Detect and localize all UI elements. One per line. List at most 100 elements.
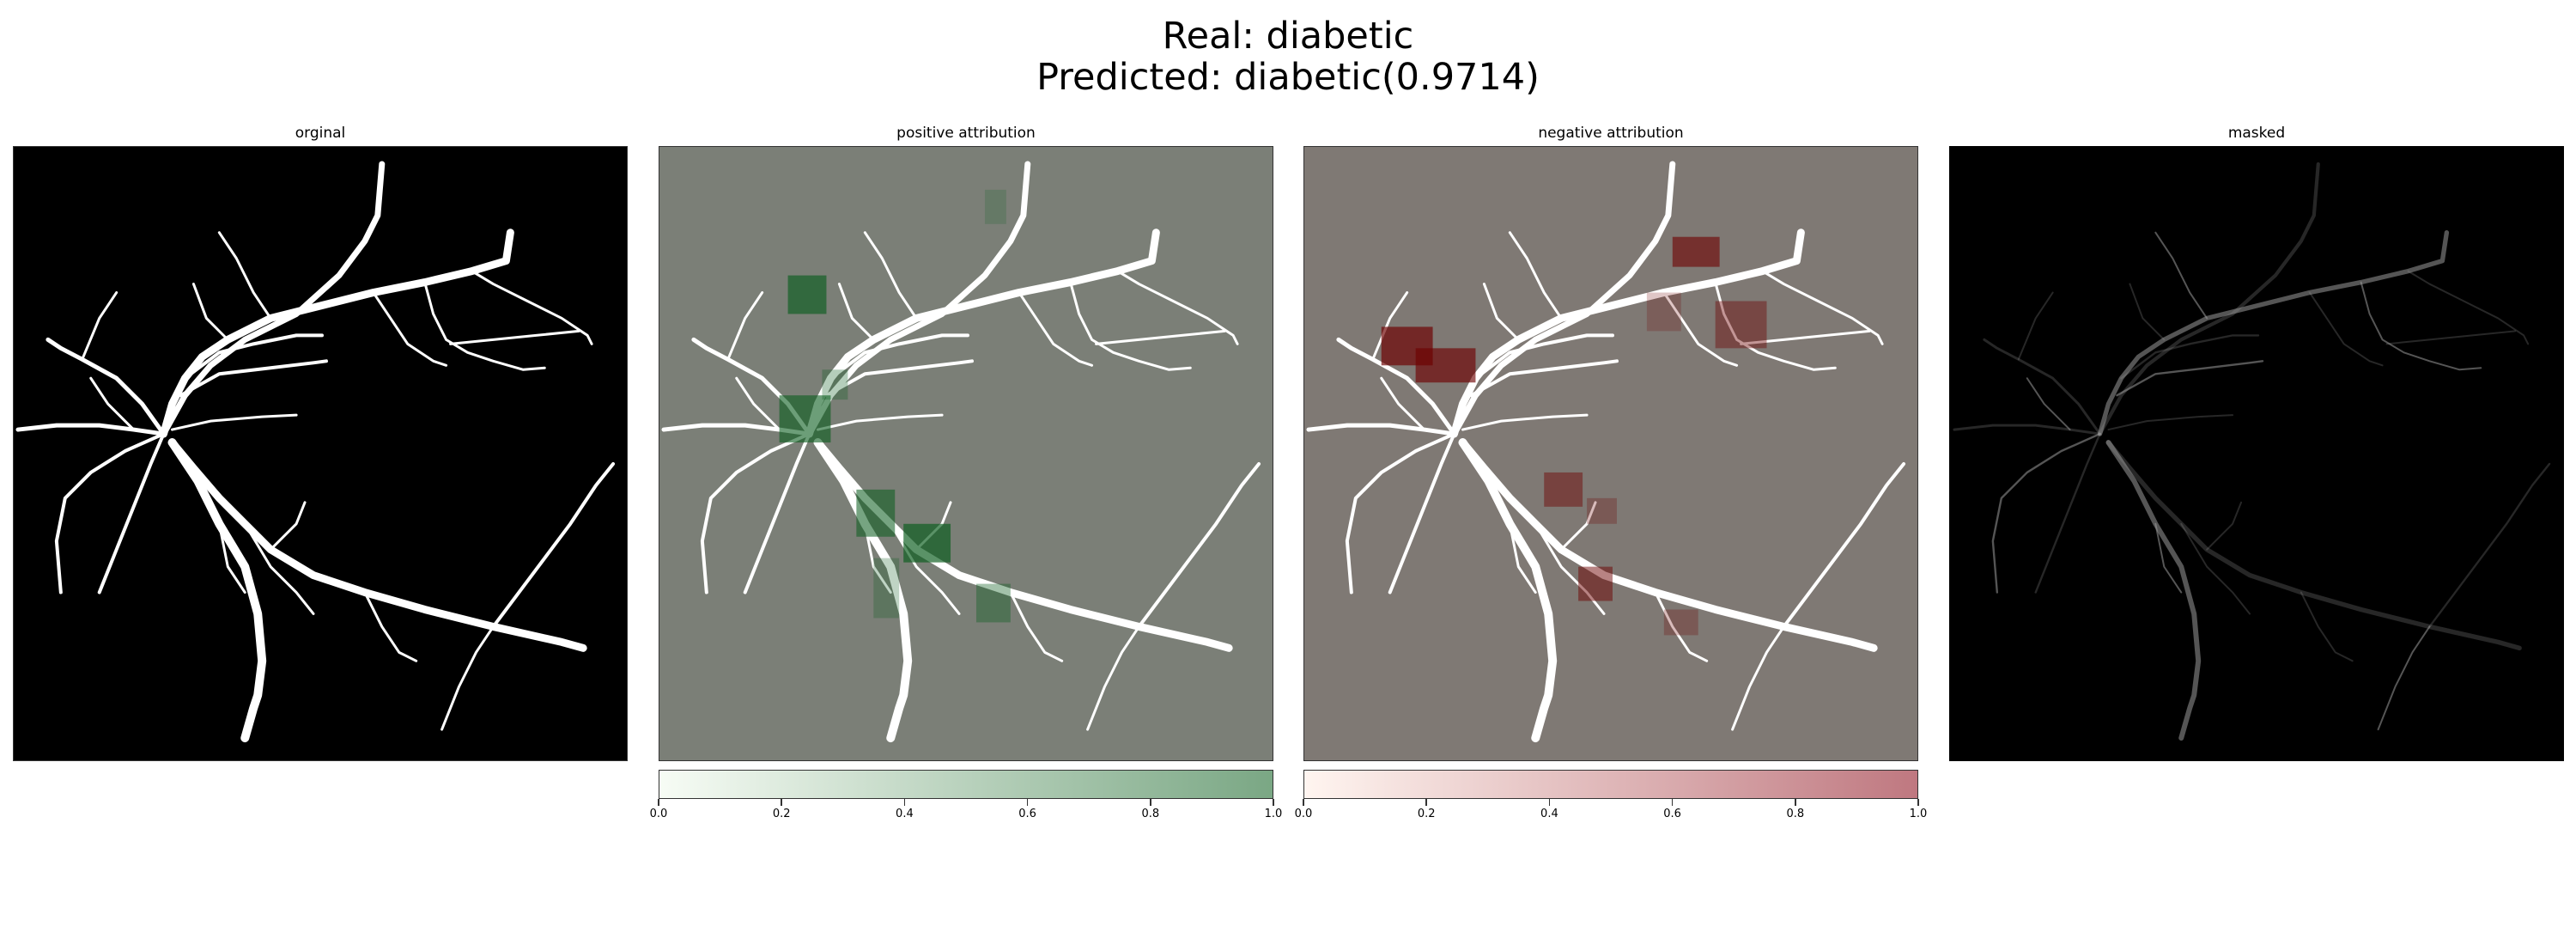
vessel-path xyxy=(1345,432,1456,594)
attribution-patch xyxy=(1715,301,1767,349)
colorbar-tick-label: 0.0 xyxy=(649,808,668,820)
vessel-path xyxy=(2385,330,2517,345)
vessel-path xyxy=(2206,501,2243,551)
colorbar-tick-label: 1.0 xyxy=(1909,808,1928,820)
vessel-path xyxy=(491,461,616,629)
colorbar-tick xyxy=(1917,799,1919,806)
vessel-path xyxy=(191,283,229,341)
vessel-path xyxy=(1069,281,1192,371)
attribution-patch xyxy=(903,523,951,563)
vessel-path xyxy=(1469,359,1619,398)
colorbar-tick xyxy=(1425,799,1427,806)
vessel-path xyxy=(2017,291,2054,361)
vessel-path xyxy=(243,522,315,615)
vessel-path xyxy=(1458,438,1558,743)
vessel-path xyxy=(700,432,811,594)
vessel-path xyxy=(471,270,593,345)
vessel-path xyxy=(824,359,974,398)
vessel-path xyxy=(2105,440,2522,651)
vessel-path xyxy=(1983,338,2102,436)
vessel-path xyxy=(1306,423,1457,436)
vessel-path xyxy=(363,591,418,662)
vessel-path xyxy=(816,413,944,431)
panel-title-negative: negative attribution xyxy=(1538,125,1684,142)
panel-background xyxy=(1304,147,1917,760)
vessel-path xyxy=(863,522,892,594)
attribution-patch xyxy=(1646,292,1681,332)
vessel-path xyxy=(1137,461,1261,629)
colorbar-tick-label: 0.4 xyxy=(896,808,914,820)
vessel-path xyxy=(743,432,811,594)
vessel-path xyxy=(2308,291,2384,367)
attribution-patch xyxy=(1544,472,1583,507)
attribution-patch xyxy=(1672,236,1720,267)
panel-title-masked: masked xyxy=(2227,125,2286,142)
vessel-path xyxy=(1654,591,1709,662)
positive-attribution-image xyxy=(659,147,1273,760)
vessel-path xyxy=(183,333,324,381)
colorbar-tick-label: 0.4 xyxy=(1540,808,1558,820)
vessel-path xyxy=(2154,231,2208,320)
vessel-path xyxy=(1380,376,1426,431)
vessel-path xyxy=(1761,270,1884,345)
positive-colorbar xyxy=(659,770,1273,799)
attribution-patch xyxy=(975,583,1011,623)
colorbar-tick-label: 0.2 xyxy=(1417,808,1436,820)
vessel-path xyxy=(2097,230,2450,436)
vessel-path xyxy=(1018,291,1094,367)
vessel-path xyxy=(269,501,307,552)
vessel-path xyxy=(2129,283,2166,341)
panel-background xyxy=(1950,147,2563,760)
vessel-path xyxy=(423,281,546,371)
vessel-path xyxy=(1458,438,1878,652)
vessel-path xyxy=(1482,283,1520,341)
colorbar-tick-label: 0.0 xyxy=(1294,808,1313,820)
vessel-path xyxy=(1953,424,2102,436)
vessel-path xyxy=(2034,432,2101,594)
attribution-patch xyxy=(1587,497,1617,524)
colorbar-tick xyxy=(1150,799,1151,806)
vessel-path xyxy=(46,337,167,436)
colorbar-tick-label: 0.8 xyxy=(1141,808,1160,820)
masked-image xyxy=(1950,147,2563,760)
vessel-path xyxy=(2428,462,2551,628)
vessel-path xyxy=(167,438,267,743)
panel-original xyxy=(13,146,628,761)
vessel-path xyxy=(1086,625,1140,731)
colorbar-tick xyxy=(1548,799,1551,806)
vessel-path xyxy=(2154,522,2183,594)
vessel-path xyxy=(170,413,298,431)
vessel-path xyxy=(726,291,764,361)
vessel-path xyxy=(2300,591,2354,662)
attribution-patch xyxy=(822,369,848,400)
colorbar-tick xyxy=(658,799,659,806)
panel-masked xyxy=(1949,146,2564,761)
vessel-path xyxy=(54,432,166,594)
attribution-patch xyxy=(873,558,900,619)
vessel-path xyxy=(1508,522,1537,594)
vessel-path xyxy=(372,291,448,367)
attribution-patch xyxy=(787,275,827,314)
attribution-patch xyxy=(1415,348,1476,383)
vessel-path xyxy=(167,438,587,652)
vessel-path xyxy=(89,376,136,431)
vessel-path xyxy=(2105,440,2202,741)
vessel-path xyxy=(1461,413,1589,431)
vessel-path xyxy=(2116,360,2264,397)
vessel-path xyxy=(1116,270,1239,345)
vessel-path xyxy=(1559,501,1597,552)
negative-attribution-image xyxy=(1304,147,1917,760)
colorbar-tick xyxy=(1273,799,1274,806)
vessel-path xyxy=(1388,432,1456,594)
panel-positive-attribution xyxy=(659,146,1273,761)
vessel-path xyxy=(97,432,166,594)
vessel-path xyxy=(2026,377,2071,431)
vessel-path xyxy=(217,522,246,594)
colorbar-tick xyxy=(903,799,906,806)
vessel-path xyxy=(161,161,386,437)
vessel-path xyxy=(1336,337,1457,436)
vessel-path xyxy=(1371,291,1409,361)
panel-negative-attribution xyxy=(1303,146,1918,761)
vessel-path xyxy=(1740,329,1871,345)
vessel-path xyxy=(813,438,913,743)
